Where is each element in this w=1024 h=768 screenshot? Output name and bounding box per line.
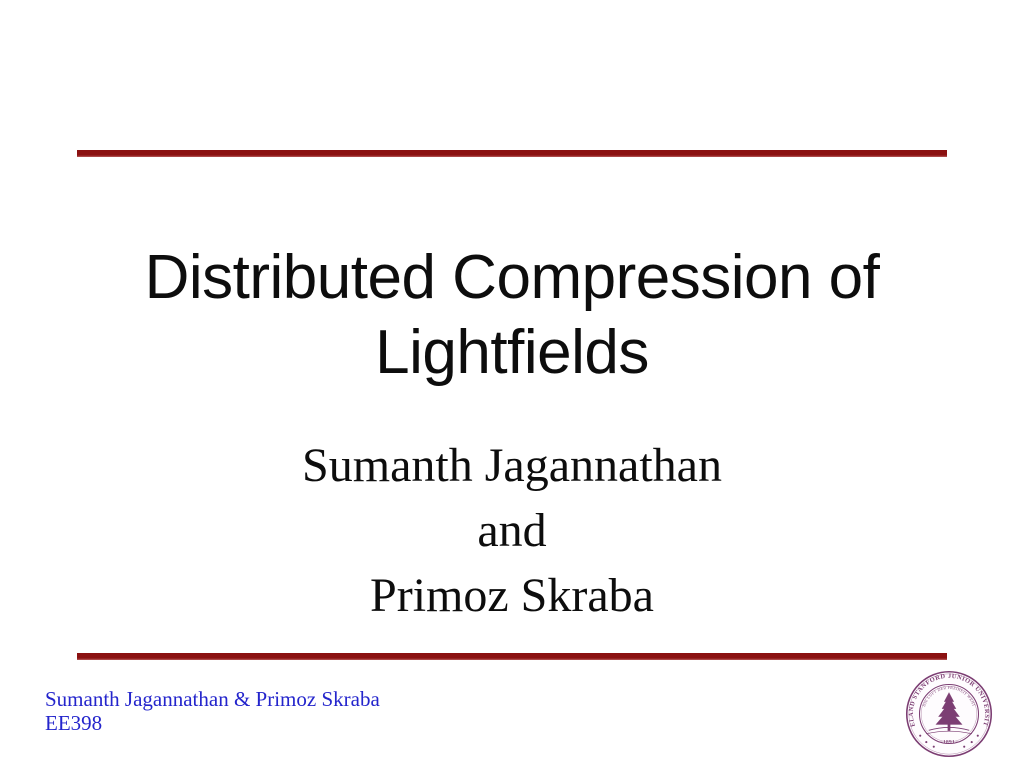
authors-block: Sumanth Jagannathan and Primoz Skraba <box>0 433 1024 628</box>
stanford-seal-icon: LELAND STANFORD JUNIOR UNIVERSITY DIE LU… <box>905 670 993 758</box>
seal-inner-circle <box>918 683 980 745</box>
author-name-1: Sumanth Jagannathan <box>302 439 722 492</box>
slide-title-line1: Distributed Compression of <box>144 243 880 312</box>
author-name-2: Primoz Skraba <box>370 569 654 622</box>
top-divider-line <box>77 150 947 157</box>
bottom-divider-line <box>77 653 947 660</box>
footer-credits: Sumanth Jagannathan & Primoz Skraba EE39… <box>45 687 380 735</box>
seal-year-group: 1891 <box>938 740 960 746</box>
seal-ground-lines <box>926 726 972 735</box>
seal-year-text: 1891 <box>943 740 955 746</box>
seal-inner-inner-edge <box>920 685 978 743</box>
footer-authors: Sumanth Jagannathan & Primoz Skraba <box>45 687 380 711</box>
slide-title-line2: Lightfields <box>375 318 649 387</box>
seal-ring-dots <box>919 734 979 748</box>
slide-title: Distributed Compression of Lightfields <box>0 240 1024 390</box>
author-conjunction: and <box>477 504 547 557</box>
seal-tree-icon <box>935 692 963 731</box>
seal-outer-inner-edge <box>908 673 990 755</box>
footer-course-code: EE398 <box>45 710 103 735</box>
